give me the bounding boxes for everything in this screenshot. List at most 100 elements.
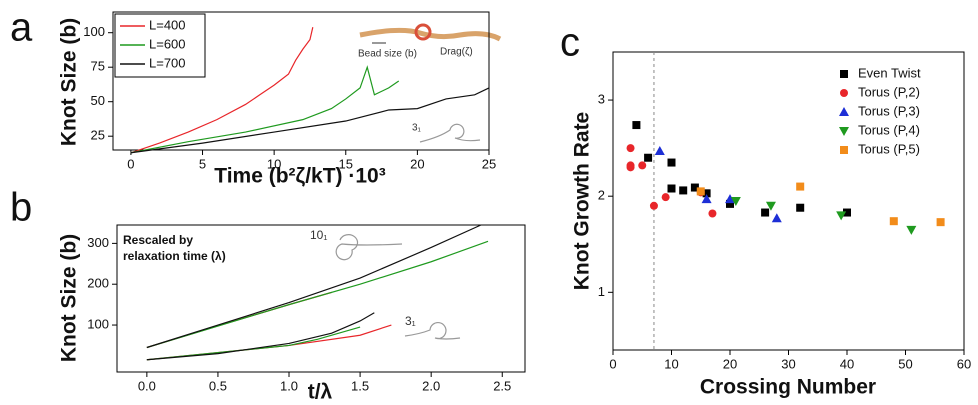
series-line	[146, 224, 482, 349]
point	[626, 144, 635, 153]
series-line	[130, 87, 490, 154]
point	[839, 107, 849, 116]
y-label: Knot Growth Rate	[571, 112, 594, 291]
knot-illustration	[414, 23, 432, 41]
x-tick-label: 0.0	[138, 378, 156, 393]
point	[839, 127, 849, 136]
x-tick-label: 0	[609, 356, 616, 371]
y-tick-label: 25	[91, 128, 105, 143]
x-tick-label: 5	[199, 156, 206, 171]
legend-label: Even Twist	[858, 65, 921, 80]
annotation: 10₁	[310, 228, 327, 242]
annotation: Rescaled by	[123, 233, 193, 247]
point	[725, 194, 735, 204]
y-tick-label: 1	[598, 284, 605, 299]
annotation: Drag(ζ)	[440, 47, 473, 58]
point	[696, 187, 705, 196]
point	[836, 211, 847, 221]
x-tick-label: 10	[664, 356, 678, 371]
x-tick-label: 40	[840, 356, 854, 371]
legend-label: L=400	[149, 17, 186, 32]
point	[667, 158, 676, 167]
point	[667, 184, 676, 193]
point	[843, 208, 851, 217]
point	[796, 203, 805, 212]
legend-label: Torus (P,3)	[858, 103, 920, 118]
legend-box	[830, 62, 960, 163]
x-tick-label: 15	[339, 156, 353, 171]
knot-illustration	[404, 322, 461, 340]
legend-label: Torus (P,4)	[858, 122, 920, 137]
point	[654, 146, 665, 156]
legend-label: Torus (P,5)	[858, 141, 920, 156]
x-tick-label: 0	[127, 156, 134, 171]
x-tick-label: 50	[898, 356, 912, 371]
series-line	[146, 324, 392, 361]
point	[765, 201, 776, 211]
series-line	[130, 65, 400, 154]
x-tick-label: 20	[723, 356, 737, 371]
series-line	[130, 27, 314, 154]
series-line	[146, 240, 489, 349]
legend-label: L=700	[149, 55, 186, 70]
panel-letter: b	[10, 186, 32, 230]
y-tick-label: 2	[598, 188, 605, 203]
y-tick-label: 3	[598, 92, 605, 107]
point	[889, 217, 898, 226]
point	[690, 183, 699, 192]
point	[644, 153, 653, 162]
point	[649, 201, 658, 210]
x-tick-label: 25	[482, 156, 496, 171]
y-label: Knot Size (b)	[58, 18, 81, 146]
annotation: 3₁	[412, 123, 422, 134]
point	[679, 186, 688, 195]
panel-letter: c	[560, 21, 580, 65]
point	[796, 182, 805, 191]
x-tick-label: 10	[267, 156, 281, 171]
annotation: Bead size (b)	[358, 49, 417, 60]
y-tick-label: 200	[87, 276, 109, 291]
x-tick-label: 1.5	[351, 378, 369, 393]
point	[702, 189, 711, 198]
point	[626, 163, 635, 172]
y-tick-label: 50	[91, 93, 105, 108]
y-tick-label: 100	[87, 316, 109, 331]
legend-label: Torus (P,2)	[858, 84, 920, 99]
point	[701, 194, 712, 204]
x-tick-label: 20	[410, 156, 424, 171]
plot-frame	[112, 11, 490, 151]
y-tick-label: 300	[87, 235, 109, 250]
x-label: Crossing Number	[700, 376, 876, 399]
x-tick-label: 0.5	[209, 378, 227, 393]
point	[638, 161, 647, 170]
chain-illustration	[359, 27, 502, 42]
point	[730, 197, 741, 206]
point	[840, 146, 848, 154]
x-tick-label: 2.0	[422, 378, 440, 393]
point	[906, 225, 917, 235]
point	[726, 199, 734, 208]
annotation: relaxation time (λ)	[123, 249, 226, 263]
x-label: Time (b²ζ/kT) ·10³	[214, 165, 385, 188]
plot-frame	[116, 224, 526, 373]
knot-illustration	[335, 234, 403, 261]
x-tick-label: 2.5	[493, 378, 511, 393]
point	[761, 208, 770, 217]
point	[840, 70, 848, 78]
point	[708, 209, 717, 218]
point	[771, 213, 782, 223]
point	[936, 218, 945, 227]
y-tick-label: 75	[91, 59, 105, 74]
legend-label: L=600	[149, 36, 186, 51]
y-label: Knot Size (b)	[58, 234, 81, 362]
x-tick-label: 60	[957, 356, 971, 371]
x-label: t/λ	[308, 381, 333, 404]
series-line	[146, 326, 361, 361]
panel-letter: a	[10, 6, 33, 50]
legend-box	[114, 13, 206, 78]
y-tick-label: 100	[83, 24, 105, 39]
x-tick-label: 1.0	[280, 378, 298, 393]
point	[632, 121, 641, 130]
knot-illustration	[419, 123, 481, 143]
